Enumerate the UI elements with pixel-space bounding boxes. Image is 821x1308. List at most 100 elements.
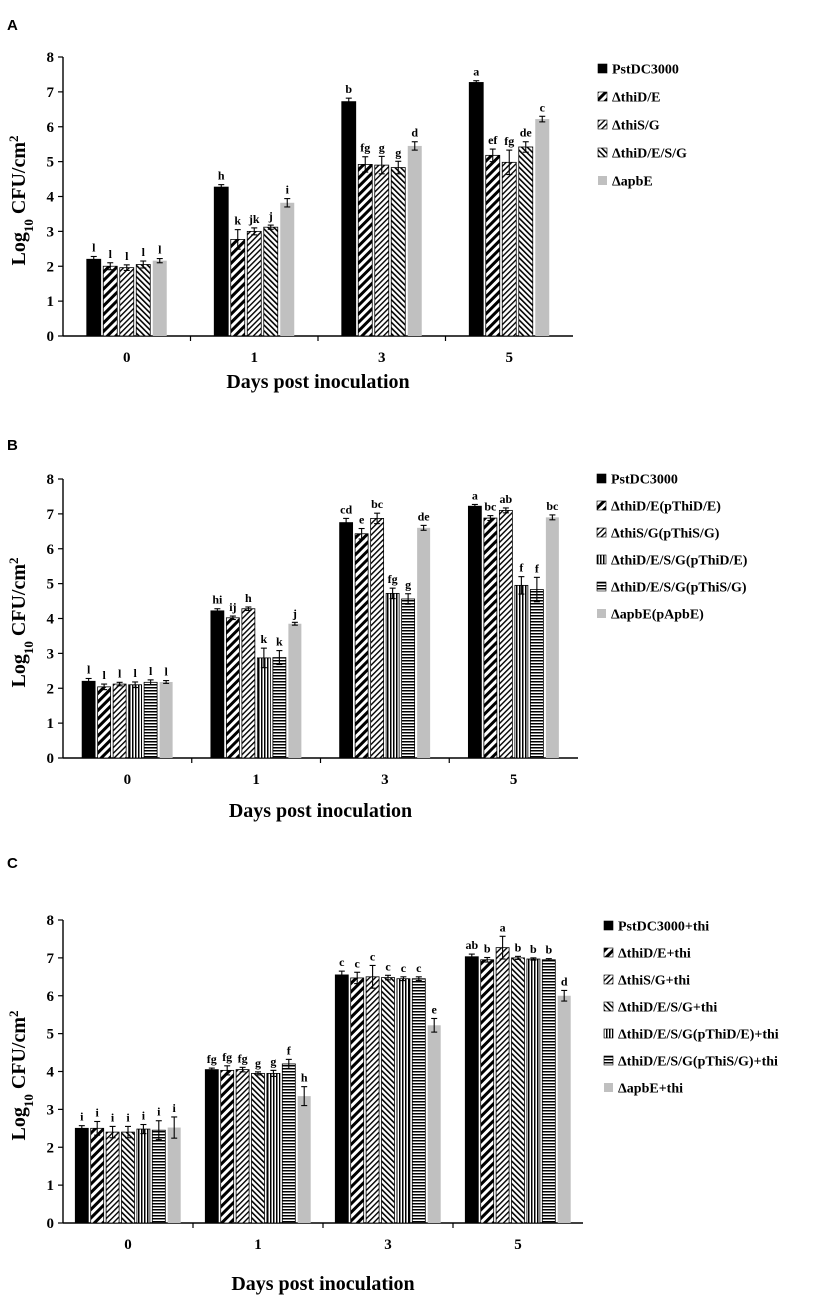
- bar--thid-e-s-g-pthis-g--day-3: [401, 598, 416, 759]
- bar-pstdc3000-day-3: [341, 101, 357, 337]
- bar--this-g-pthis-g--day-1: [241, 608, 256, 759]
- bar--apbe-thi-day-3: [427, 1025, 441, 1223]
- y-tick-label: 0: [47, 1216, 55, 1232]
- significance-letter: c: [401, 961, 407, 975]
- y-tick-label: 5: [47, 577, 55, 593]
- x-axis-label: Days post inoculation: [229, 800, 412, 822]
- legend-label: ΔthiD/E: [612, 91, 660, 106]
- significance-letter: fg: [360, 141, 370, 155]
- x-tick-label: 5: [514, 1237, 522, 1253]
- bar--apbe-day-5: [535, 119, 550, 336]
- bar--thid-e-s-g-thi-day-1: [251, 1072, 265, 1224]
- legend-label: ΔthiD/E/S/G(pThiD/E)+thi: [618, 1028, 779, 1043]
- significance-letter: l: [109, 247, 113, 261]
- significance-letter: fg: [504, 134, 514, 148]
- bar--apbe-papbe--day-3: [417, 527, 431, 758]
- significance-letter: c: [385, 959, 391, 973]
- legend-swatch: [596, 473, 607, 484]
- bar--thid-e-day-3: [357, 164, 373, 337]
- bar--thid-e-s-g-pthis-g-thi-day-3: [411, 978, 426, 1224]
- bar--thid-e-s-g-pthis-g-thi-day-1: [281, 1063, 296, 1224]
- bar--thid-e-s-g-pthid-e--day-5: [514, 584, 529, 759]
- significance-letter: l: [164, 665, 168, 679]
- bar--this-g-thi-day-3: [365, 976, 380, 1224]
- y-tick-label: 5: [47, 155, 55, 171]
- significance-letter: b: [515, 940, 522, 954]
- panel-letter: A: [7, 17, 18, 34]
- significance-letter: i: [173, 1101, 177, 1115]
- legend-label: ΔthiD/E/S/G: [612, 147, 687, 162]
- legend-label: PstDC3000: [611, 473, 678, 488]
- x-tick-label: 5: [506, 350, 514, 366]
- y-tick-label: 3: [47, 646, 55, 662]
- y-tick-label: 2: [47, 1140, 55, 1156]
- x-tick-label: 5: [510, 772, 518, 788]
- significance-letter: i: [157, 1105, 161, 1119]
- significance-letter: l: [118, 666, 122, 680]
- significance-letter: b: [345, 82, 352, 96]
- x-tick-label: 0: [124, 772, 132, 788]
- bar--thid-e-s-g-pthid-e-thi-day-0: [136, 1128, 151, 1224]
- y-tick-label: 6: [47, 989, 55, 1005]
- significance-letter: a: [472, 488, 478, 502]
- y-tick-label: 8: [47, 50, 55, 66]
- bar--thid-e-thi-day-3: [350, 977, 365, 1224]
- significance-letter: f: [535, 561, 540, 575]
- legend-swatch: [596, 581, 607, 592]
- bar--thid-e-s-g-pthis-g--day-5: [529, 589, 544, 759]
- bar-pstdc3000-day-5: [467, 505, 482, 759]
- bar--apbe-day-3: [407, 145, 422, 336]
- legend-swatch: [597, 119, 608, 130]
- significance-letter: d: [561, 974, 568, 988]
- bar--apbe-papbe--day-5: [545, 517, 559, 758]
- significance-letter: h: [301, 1071, 308, 1085]
- legend-swatch: [597, 91, 608, 102]
- y-axis-label: Log10 CFU/cm2: [6, 135, 36, 265]
- bar--this-g-pthis-g--day-3: [370, 518, 385, 759]
- legend-label: ΔthiS/G(pThiS/G): [611, 527, 720, 542]
- y-tick-label: 3: [47, 1102, 55, 1118]
- significance-letter: l: [142, 245, 146, 259]
- significance-letter: fg: [207, 1052, 217, 1066]
- bar--thid-e-s-g-pthis-g--day-0: [143, 681, 158, 759]
- significance-letter: i: [80, 1110, 84, 1124]
- bar--apbe-thi-day-1: [297, 1096, 311, 1223]
- significance-letter: a: [500, 920, 506, 934]
- significance-letter: g: [405, 578, 411, 592]
- bar--thid-e-s-g-thi-day-5: [511, 957, 525, 1224]
- legend-label: ΔthiS/G+thi: [618, 974, 690, 989]
- x-tick-label: 1: [254, 1237, 262, 1253]
- y-tick-label: 6: [47, 542, 55, 558]
- significance-letter: h: [245, 591, 252, 605]
- significance-letter: l: [158, 243, 162, 257]
- significance-letter: c: [370, 949, 376, 963]
- significance-letter: j: [268, 209, 273, 223]
- legend-label: ΔthiS/G: [612, 119, 660, 134]
- significance-letter: g: [379, 140, 385, 154]
- significance-letter: b: [484, 941, 491, 955]
- bar--thid-e-pthid-e--day-3: [354, 533, 369, 759]
- bar--thid-e-s-g-pthis-g-thi-day-5: [541, 959, 556, 1224]
- significance-letter: g: [395, 145, 401, 159]
- legend-swatch: [597, 147, 608, 158]
- legend-swatch: [603, 947, 614, 958]
- y-tick-label: 1: [47, 1178, 55, 1194]
- bar--thid-e-day-0: [102, 265, 118, 337]
- bar--thid-e-s-g-thi-day-3: [381, 977, 395, 1224]
- bar-pstdc3000-thi-day-5: [464, 956, 479, 1224]
- bar--this-g-pthis-g--day-0: [112, 683, 127, 759]
- x-tick-label: 3: [381, 772, 389, 788]
- significance-letter: l: [102, 668, 106, 682]
- significance-letter: i: [96, 1105, 100, 1119]
- y-tick-label: 1: [47, 716, 55, 732]
- bar--thid-e-s-g-pthid-e--day-0: [128, 684, 143, 759]
- significance-letter: i: [142, 1109, 146, 1123]
- bar--thid-e-pthid-e--day-0: [97, 686, 112, 759]
- significance-letter: ij: [229, 600, 236, 614]
- bar--thid-e-s-g-day-3: [390, 167, 406, 337]
- significance-letter: k: [276, 635, 283, 649]
- y-tick-label: 0: [47, 751, 55, 767]
- bar--thid-e-s-g-pthis-g--day-1: [272, 657, 287, 759]
